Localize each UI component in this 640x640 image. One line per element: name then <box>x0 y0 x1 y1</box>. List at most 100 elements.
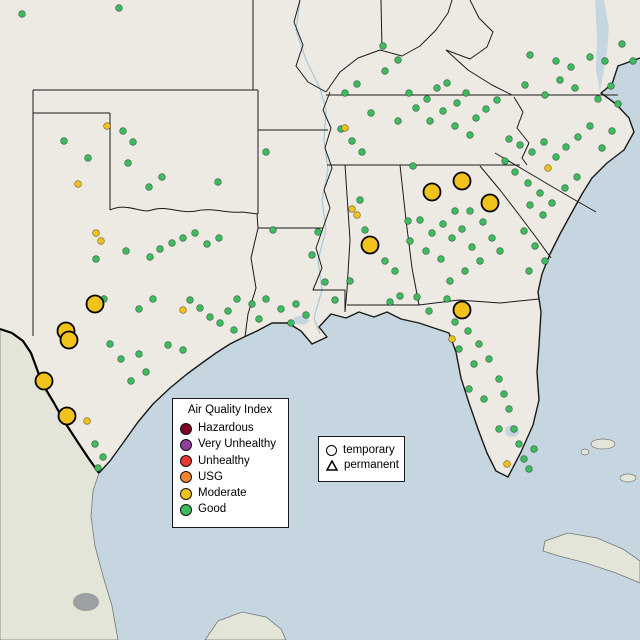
aqi-monitor-marker[interactable] <box>216 319 224 327</box>
aqi-monitor-marker[interactable] <box>179 306 187 314</box>
aqi-monitor-marker[interactable] <box>472 114 480 122</box>
aqi-monitor-marker[interactable] <box>516 141 524 149</box>
aqi-monitor-marker[interactable] <box>230 326 238 334</box>
aqi-monitor-marker[interactable] <box>520 455 528 463</box>
aqi-monitor-marker[interactable] <box>448 234 456 242</box>
aqi-monitor-marker[interactable] <box>571 84 579 92</box>
aqi-monitor-marker[interactable] <box>598 144 606 152</box>
aqi-monitor-marker[interactable] <box>353 80 361 88</box>
aqi-monitor-marker[interactable] <box>106 340 114 348</box>
aqi-monitor-marker[interactable] <box>292 300 300 308</box>
aqi-monitor-marker[interactable] <box>526 51 534 59</box>
aqi-monitor-marker[interactable] <box>479 218 487 226</box>
aqi-monitor-marker[interactable] <box>541 257 549 265</box>
aqi-monitor-marker[interactable] <box>425 307 433 315</box>
aqi-monitor-marker[interactable] <box>164 341 172 349</box>
aqi-monitor-marker[interactable] <box>495 425 503 433</box>
aqi-monitor-marker[interactable] <box>451 318 459 326</box>
aqi-monitor-marker[interactable] <box>331 296 339 304</box>
aqi-monitor-marker[interactable] <box>594 95 602 103</box>
aqi-monitor-marker[interactable] <box>607 82 615 90</box>
aqi-monitor-marker[interactable] <box>135 305 143 313</box>
aqi-monitor-marker[interactable] <box>119 127 127 135</box>
aqi-monitor-marker[interactable] <box>308 251 316 259</box>
aqi-monitor-marker[interactable] <box>540 138 548 146</box>
aqi-monitor-marker[interactable] <box>381 257 389 265</box>
aqi-monitor-marker[interactable] <box>541 91 549 99</box>
aqi-monitor-marker[interactable] <box>103 122 111 130</box>
aqi-monitor-marker[interactable] <box>381 67 389 75</box>
aqi-monitor-marker[interactable] <box>618 40 626 48</box>
aqi-monitor-marker[interactable] <box>536 189 544 197</box>
aqi-monitor-marker[interactable] <box>396 292 404 300</box>
aqi-monitor-marker[interactable] <box>158 173 166 181</box>
aqi-monitor-marker[interactable] <box>485 355 493 363</box>
aqi-monitor-marker[interactable] <box>346 277 354 285</box>
aqi-monitor-marker[interactable] <box>156 245 164 253</box>
aqi-monitor-marker[interactable] <box>358 148 366 156</box>
aqi-monitor-marker[interactable] <box>127 377 135 385</box>
aqi-monitor-marker[interactable] <box>124 159 132 167</box>
aqi-monitor-marker[interactable] <box>443 79 451 87</box>
aqi-monitor-marker[interactable] <box>468 243 476 251</box>
aqi-monitor-marker[interactable] <box>586 122 594 130</box>
aqi-monitor-marker[interactable] <box>552 153 560 161</box>
aqi-monitor-marker[interactable] <box>446 277 454 285</box>
aqi-monitor-marker[interactable] <box>409 162 417 170</box>
aqi-monitor-marker[interactable] <box>413 293 421 301</box>
aqi-monitor-marker[interactable] <box>439 107 447 115</box>
aqi-monitor-marker[interactable] <box>426 117 434 125</box>
aqi-monitor-marker[interactable] <box>394 117 402 125</box>
aqi-monitor-marker[interactable] <box>302 311 310 319</box>
aqi-monitor-marker[interactable] <box>458 225 466 233</box>
aqi-monitor-marker[interactable] <box>215 234 223 242</box>
aqi-monitor-marker[interactable] <box>115 4 123 12</box>
aqi-monitor-marker[interactable] <box>480 395 488 403</box>
aqi-monitor-marker[interactable] <box>405 89 413 97</box>
aqi-monitor-marker[interactable] <box>206 313 214 321</box>
aqi-monitor-marker[interactable] <box>83 417 91 425</box>
aqi-monitor-marker[interactable] <box>394 56 402 64</box>
aqi-monitor-marker[interactable] <box>601 57 609 65</box>
aqi-monitor-marker[interactable] <box>455 345 463 353</box>
aqi-monitor-marker[interactable] <box>84 154 92 162</box>
aqi-monitor-marker[interactable] <box>412 104 420 112</box>
aqi-monitor-marker[interactable] <box>614 100 622 108</box>
aqi-monitor-marker[interactable] <box>428 229 436 237</box>
aqi-monitor-marker[interactable] <box>510 425 518 433</box>
aqi-monitor-marker[interactable] <box>461 267 469 275</box>
aqi-monitor-marker[interactable] <box>341 124 349 132</box>
aqi-monitor-marker[interactable] <box>404 217 412 225</box>
aqi-monitor-marker[interactable] <box>453 99 461 107</box>
aqi-monitor-marker[interactable] <box>433 84 441 92</box>
aqi-monitor-marker[interactable] <box>500 390 508 398</box>
aqi-monitor-marker[interactable] <box>60 137 68 145</box>
aqi-monitor-marker[interactable] <box>129 138 137 146</box>
aqi-monitor-marker[interactable] <box>515 440 523 448</box>
aqi-monitor-marker[interactable] <box>521 81 529 89</box>
aqi-monitor-marker[interactable] <box>356 196 364 204</box>
aqi-monitor-marker[interactable] <box>314 228 322 236</box>
aqi-monitor-marker[interactable] <box>443 295 451 303</box>
aqi-monitor-marker[interactable] <box>145 183 153 191</box>
aqi-monitor-marker[interactable] <box>416 216 424 224</box>
aqi-monitor-marker[interactable] <box>552 57 560 65</box>
aqi-monitor-marker[interactable] <box>142 368 150 376</box>
aqi-monitor-marker[interactable] <box>255 315 263 323</box>
aqi-monitor-marker[interactable] <box>465 385 473 393</box>
aqi-monitor-marker[interactable] <box>196 304 204 312</box>
aqi-monitor-marker[interactable] <box>476 257 484 265</box>
aqi-monitor-marker[interactable] <box>525 267 533 275</box>
aqi-monitor-marker[interactable] <box>179 346 187 354</box>
aqi-monitor-marker[interactable] <box>57 406 77 426</box>
aqi-monitor-marker[interactable] <box>94 464 102 472</box>
aqi-monitor-marker[interactable] <box>503 460 511 468</box>
aqi-monitor-marker[interactable] <box>520 227 528 235</box>
aqi-monitor-marker[interactable] <box>488 234 496 242</box>
aqi-monitor-marker[interactable] <box>511 168 519 176</box>
aqi-monitor-marker[interactable] <box>18 10 26 18</box>
aqi-monitor-marker[interactable] <box>277 305 285 313</box>
aqi-monitor-marker[interactable] <box>548 199 556 207</box>
aqi-monitor-marker[interactable] <box>85 294 105 314</box>
aqi-monitor-marker[interactable] <box>361 226 369 234</box>
